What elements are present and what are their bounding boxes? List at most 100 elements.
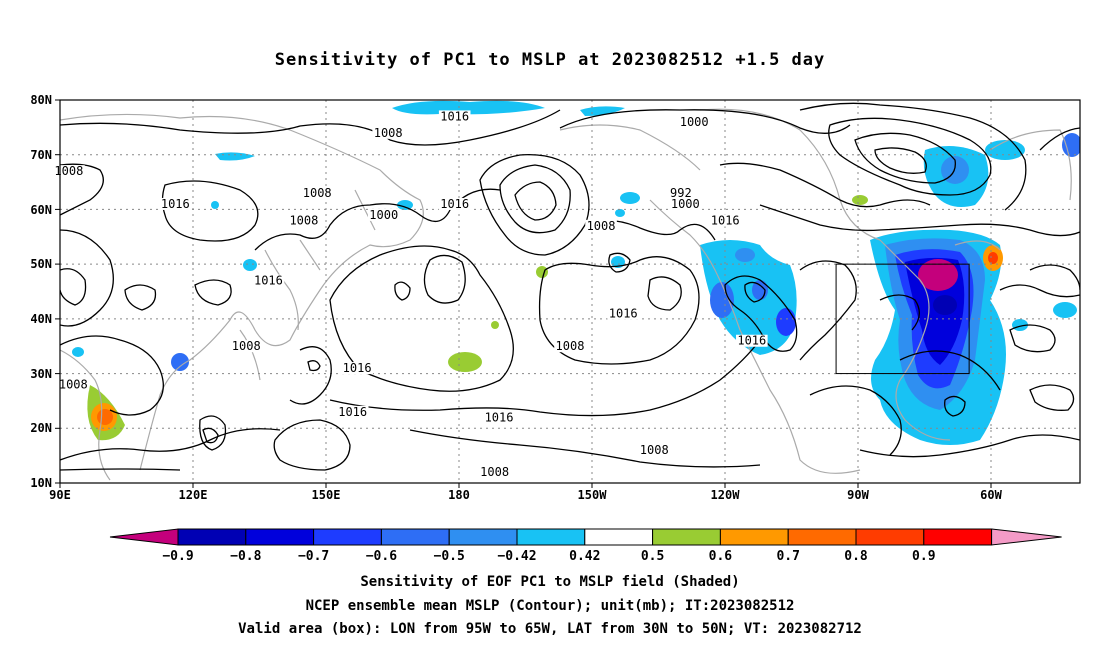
isobar-label: 1008 <box>374 126 403 140</box>
isobar-label: 1016 <box>440 109 469 123</box>
lon-tick-label: 180 <box>448 488 470 502</box>
longitude-labels: 90E 120E 150E 180 150W 120W 90W 60W <box>49 488 1002 502</box>
isobar-label-bg <box>678 115 710 128</box>
colorbar-segment <box>855 528 925 546</box>
isobar-label: 1000 <box>369 208 398 222</box>
isobar-label: 1000 <box>671 197 700 211</box>
colorbar-segment <box>313 528 382 546</box>
isobar-label: 1008 <box>480 465 509 479</box>
isobar-label-bg <box>341 362 373 375</box>
lon-tick-label: 60W <box>980 488 1002 502</box>
isobar-label-bg <box>372 126 404 139</box>
lon-tick-label: 150E <box>312 488 341 502</box>
isobar-label: 1016 <box>609 306 638 320</box>
isobar-label-bg <box>367 208 400 221</box>
isobar-label-bg <box>438 197 471 210</box>
valid-area-box <box>835 263 970 375</box>
lat-tick-label: 70N <box>30 148 52 162</box>
colorbar-label: 0.42 <box>569 549 600 564</box>
colorbar-segment <box>652 528 721 546</box>
lon-tick-label: 120E <box>179 488 208 502</box>
isobar-label: 1008 <box>587 219 616 233</box>
isobar-label-bg <box>252 274 285 287</box>
isobar-label-bg <box>336 405 369 418</box>
isobar-label-bg <box>669 197 702 210</box>
isobar-label-bg <box>585 219 617 232</box>
isobar-label-bg <box>478 466 511 479</box>
colorbar-label: −0.7 <box>298 549 329 564</box>
isobar-label: 1016 <box>254 274 283 288</box>
colorbar-segment <box>584 528 654 546</box>
isobar-label: 1016 <box>711 213 740 227</box>
coastlines <box>60 108 1072 481</box>
colorbar-segment <box>448 528 518 546</box>
isobar-label: 1008 <box>289 213 318 227</box>
graticule <box>60 100 1080 483</box>
caption-line-3: Valid area (box): LON from 95W to 65W, L… <box>238 621 862 637</box>
isobar-label: 1008 <box>303 186 332 200</box>
isobar-label: 1016 <box>440 197 469 211</box>
isobar-label-bg <box>668 187 693 200</box>
colorbar-label: 0.6 <box>709 549 733 564</box>
colorbar-label: −0.8 <box>230 549 261 564</box>
lon-tick-label: 90E <box>49 488 71 502</box>
lat-tick-label: 10N <box>30 476 52 490</box>
isobar-label-bg <box>638 444 671 457</box>
isobar-label: 1008 <box>232 339 261 353</box>
map-frame <box>59 99 1081 484</box>
isobar-label: 1016 <box>485 410 514 424</box>
lat-tick-label: 50N <box>30 257 52 271</box>
lon-tick-label: 90W <box>847 488 869 502</box>
colorbar-segment <box>177 528 247 546</box>
lat-tick-label: 40N <box>30 312 52 326</box>
colorbar-segment <box>245 528 315 546</box>
isobar-label: 1016 <box>161 197 190 211</box>
colorbar-label: −0.5 <box>434 549 465 564</box>
isobar-label: 1000 <box>680 115 709 129</box>
colorbar-label: 0.7 <box>776 549 799 564</box>
isobar-label-bg <box>53 165 85 178</box>
colorbar-label: −0.42 <box>497 549 536 564</box>
colorbar-arrow-left <box>109 528 179 546</box>
colorbar-label: 0.8 <box>844 549 868 564</box>
isobar-label-bg <box>736 334 768 347</box>
sensitivity-shading <box>72 100 1080 445</box>
colorbar-segment <box>923 528 993 546</box>
caption-line-2: NCEP ensemble mean MSLP (Contour); unit(… <box>305 598 795 614</box>
isobar-label-bg <box>607 307 640 320</box>
lat-tick-label: 30N <box>30 367 52 381</box>
colorbar-label: −0.9 <box>162 549 193 564</box>
isobar-label: 1008 <box>640 443 669 457</box>
colorbar-segment <box>719 528 789 546</box>
isobar-label-bg <box>57 378 90 391</box>
colorbar-label: 0.9 <box>912 549 935 564</box>
caption-line-1: Sensitivity of EOF PC1 to MSLP field (Sh… <box>360 574 740 590</box>
colorbar-segment <box>787 528 857 546</box>
latitude-labels: 80N 70N 60N 50N 40N 30N 20N 10N <box>30 93 52 490</box>
mslp-contours <box>60 102 1080 471</box>
isobar-label: 1016 <box>343 361 372 375</box>
isobar-label-bg <box>230 340 263 353</box>
isobar-label: 992 <box>670 186 692 200</box>
colorbar-arrow-right <box>991 528 1062 546</box>
map-title: Sensitivity of PC1 to MSLP at 2023082512… <box>274 50 826 70</box>
isobar-label-bg <box>554 340 586 353</box>
isobar-label-bg <box>159 197 192 210</box>
lat-tick-label: 60N <box>30 203 52 217</box>
lon-tick-label: 150W <box>578 488 608 502</box>
lon-tick-label: 120W <box>711 488 741 502</box>
lat-tick-label: 80N <box>30 93 52 107</box>
colorbar-label: −0.6 <box>366 549 397 564</box>
isobar-label: 1016 <box>737 334 766 348</box>
isobar-label: 1008 <box>556 339 585 353</box>
isobar-label-bg <box>438 110 471 123</box>
isobar-label-bg <box>483 411 515 424</box>
isobar-label-bg <box>709 214 742 227</box>
isobar-label-bg <box>288 214 320 227</box>
colorbar-label: 0.5 <box>641 549 664 564</box>
isobar-label-bg <box>301 187 334 200</box>
isobar-label: 1008 <box>54 164 83 178</box>
tick-marks <box>55 99 992 488</box>
